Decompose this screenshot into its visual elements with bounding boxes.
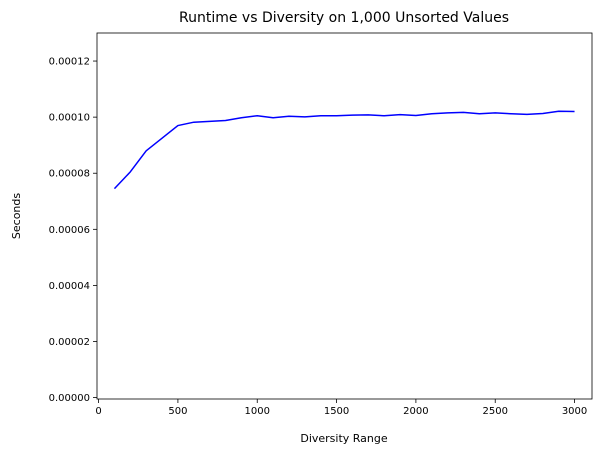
x-tick-label: 2000 <box>403 406 428 417</box>
plot-frame <box>96 32 593 400</box>
x-tick-label: 3000 <box>562 406 587 417</box>
y-tick-label: 0.00006 <box>49 225 90 236</box>
y-tick-label: 0.00002 <box>49 337 90 348</box>
y-tick-label: 0.00004 <box>49 281 90 292</box>
chart-title: Runtime vs Diversity on 1,000 Unsorted V… <box>179 10 509 26</box>
y-tick-label: 0.00012 <box>49 57 90 68</box>
y-tick-label: 0.00008 <box>49 169 90 180</box>
x-tick-label: 2500 <box>482 406 507 417</box>
x-tick-label: 0 <box>95 406 101 417</box>
y-tick-label: 0.00010 <box>49 113 90 124</box>
x-tick-label: 1000 <box>245 406 270 417</box>
plot-area <box>113 110 575 190</box>
y-axis-label: Seconds <box>10 193 23 239</box>
x-tick-label: 1500 <box>324 406 349 417</box>
series-line <box>113 110 575 190</box>
x-axis-label: Diversity Range <box>300 432 388 445</box>
y-tick-label: 0.00000 <box>49 393 90 404</box>
x-tick-label: 500 <box>168 406 187 417</box>
